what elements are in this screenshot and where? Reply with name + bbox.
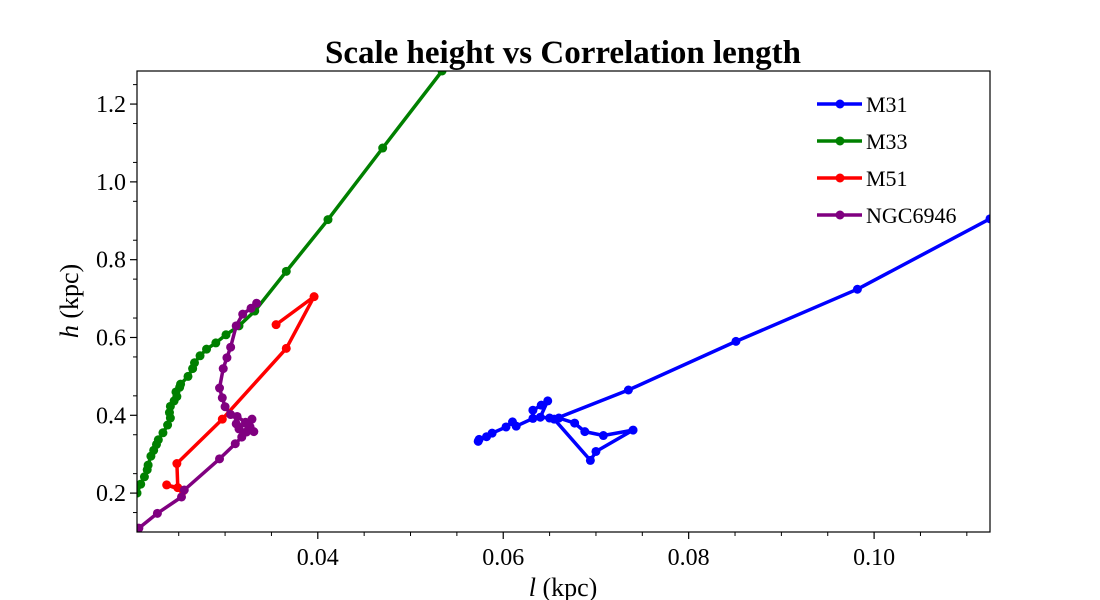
data-point-m31 (591, 446, 601, 456)
data-point-m31 (511, 421, 521, 431)
data-point-m33 (163, 420, 173, 430)
data-point-m31 (535, 412, 545, 422)
data-point-m31 (580, 427, 590, 437)
plot-frame (136, 70, 991, 533)
data-point-ngc6946 (179, 485, 189, 495)
legend: M31 M33 M51 NGC6946 (817, 92, 956, 228)
series-layer (137, 71, 990, 532)
data-point-m33 (221, 330, 231, 340)
data-point-m33 (211, 338, 221, 348)
data-point-m31 (549, 414, 559, 424)
data-point-m31 (623, 385, 633, 395)
data-point-ngc6946 (222, 353, 232, 363)
data-point-m33 (183, 371, 193, 381)
data-point-m31 (731, 336, 741, 346)
data-point-ngc6946 (218, 364, 228, 374)
legend-label-ngc6946: NGC6946 (866, 203, 956, 228)
data-point-m31 (543, 396, 553, 406)
y-axis-label-var: h (55, 325, 84, 338)
data-point-m31 (585, 455, 595, 465)
data-point-m33 (202, 344, 212, 354)
y-axis-label: h (kpc) (55, 264, 84, 338)
legend-marker-ngc6946 (835, 210, 845, 220)
data-point-ngc6946 (215, 454, 225, 464)
data-point-ngc6946 (239, 428, 249, 438)
data-point-m51 (172, 459, 182, 469)
data-point-m51 (281, 343, 291, 353)
data-point-ngc6946 (230, 439, 240, 449)
data-point-m33 (323, 215, 333, 225)
data-point-m33 (378, 143, 388, 153)
data-point-ngc6946 (226, 342, 236, 352)
y-axis-label-unit: (kpc) (55, 264, 84, 325)
data-point-m33 (281, 266, 291, 276)
data-point-m31 (536, 400, 546, 410)
legend-marker-m31 (835, 99, 845, 109)
data-point-m33 (437, 71, 447, 76)
data-point-m33 (153, 435, 163, 445)
data-point-m51 (217, 414, 227, 424)
data-point-ngc6946 (152, 508, 162, 518)
series-line-m33 (137, 71, 444, 495)
data-point-m51 (271, 320, 281, 330)
data-point-ngc6946 (252, 298, 262, 308)
legend-label-m31: M31 (866, 92, 908, 117)
data-point-ngc6946 (220, 402, 230, 412)
chart-title: Scale height vs Correlation length (325, 35, 801, 71)
data-point-m31 (528, 405, 538, 415)
y-tick-label: 0.2 (96, 481, 126, 507)
data-point-ngc6946 (217, 393, 227, 403)
data-point-m31 (474, 434, 484, 444)
data-point-m33 (195, 351, 205, 361)
x-tick-label: 0.10 (853, 545, 895, 571)
data-point-ngc6946 (240, 417, 250, 427)
ticks-layer: 0.04 0.06 0.08 0.10 0.2 0.4 0.6 0.8 1.0 1.2 (96, 84, 968, 571)
data-point-ngc6946 (177, 492, 187, 502)
x-axis-label: l (kpc) (529, 573, 598, 600)
y-tick-label: 0.8 (96, 248, 126, 274)
data-point-ngc6946 (226, 410, 236, 420)
y-tick-label: 0.6 (96, 325, 126, 351)
data-point-m31 (528, 413, 538, 423)
legend-marker-m33 (835, 136, 845, 146)
y-tick-label: 1.2 (96, 92, 126, 118)
legend-label-m51: M51 (866, 166, 908, 191)
x-axis-label-var: l (529, 573, 536, 600)
data-point-m33 (189, 358, 199, 368)
data-point-m31 (628, 425, 638, 435)
x-tick-label: 0.06 (482, 545, 524, 571)
data-point-m31 (570, 418, 580, 428)
x-tick-label: 0.08 (668, 545, 710, 571)
data-point-m33 (158, 428, 168, 438)
data-point-m31 (985, 214, 990, 224)
data-point-m31 (501, 422, 511, 432)
data-point-ngc6946 (215, 383, 225, 393)
x-axis-label-unit: (kpc) (536, 573, 597, 600)
y-tick-label: 0.4 (96, 403, 126, 429)
data-point-m51 (162, 480, 172, 490)
data-point-m33 (143, 460, 153, 470)
data-point-m51 (309, 292, 319, 302)
data-point-m33 (137, 479, 146, 489)
data-point-m33 (176, 379, 186, 389)
data-point-m33 (137, 488, 142, 498)
data-point-m31 (487, 428, 497, 438)
data-point-m33 (139, 472, 149, 482)
data-point-m31 (598, 431, 608, 441)
x-tick-label: 0.04 (297, 545, 339, 571)
y-tick-label: 1.0 (96, 170, 126, 196)
data-point-m31 (852, 284, 862, 294)
data-point-ngc6946 (238, 309, 248, 319)
data-point-ngc6946 (137, 523, 144, 532)
data-point-ngc6946 (231, 321, 241, 331)
legend-label-m33: M33 (866, 129, 908, 154)
legend-marker-m51 (835, 173, 845, 183)
